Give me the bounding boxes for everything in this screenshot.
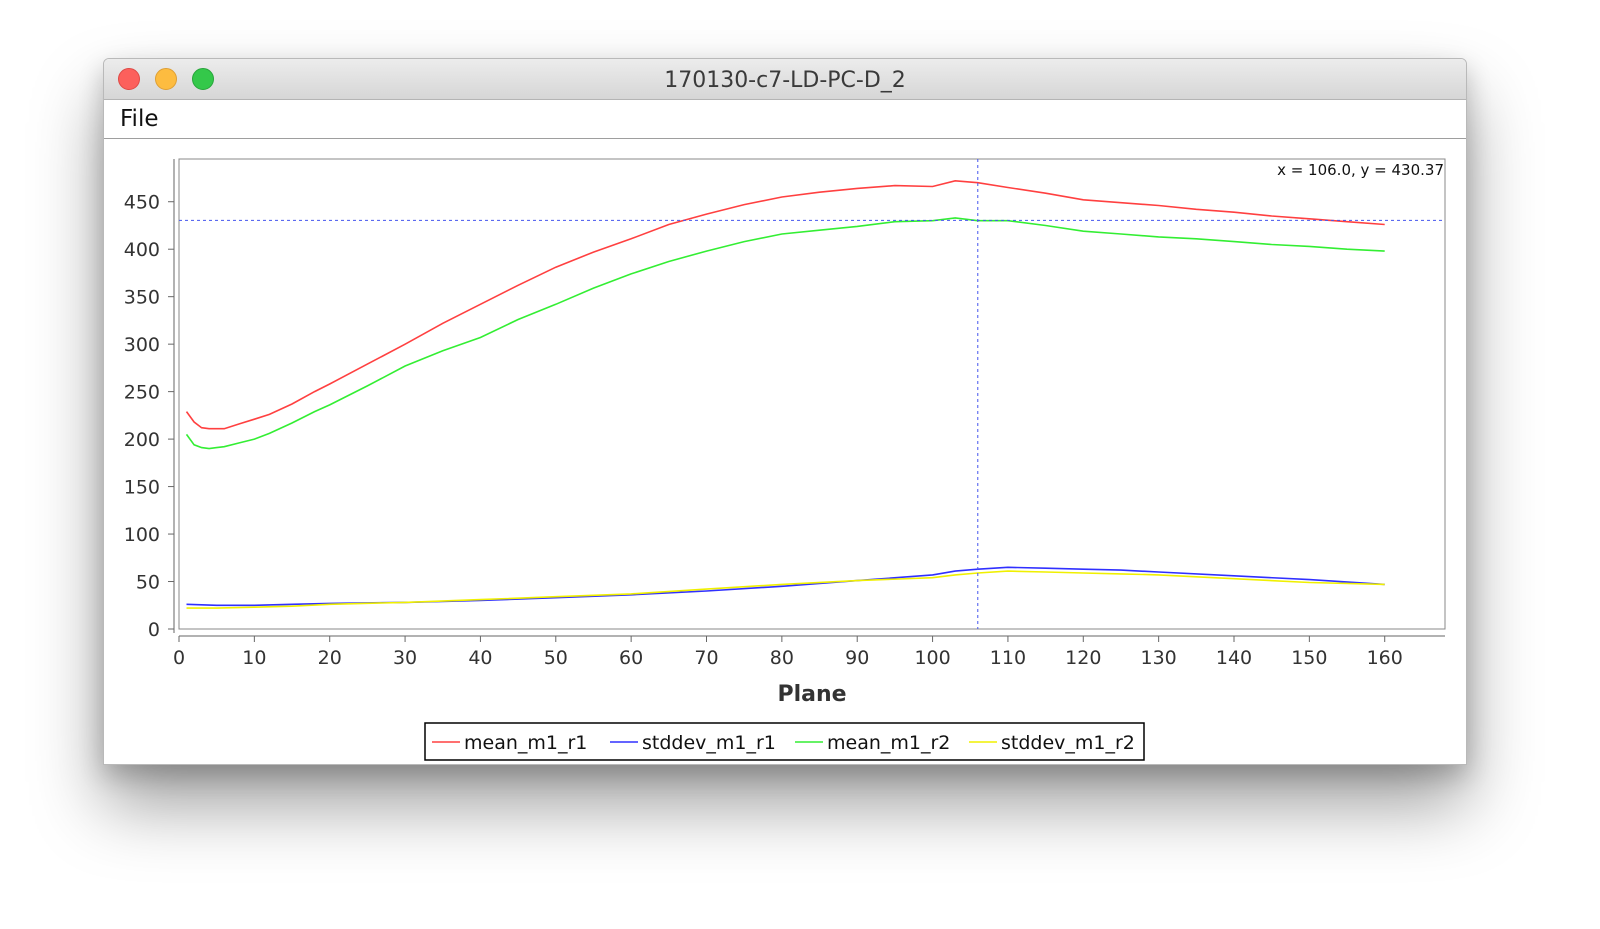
line-chart[interactable]: 0 50 100 150 200 250 300 350 400 450 0 10 20 30 40 50 6… [104,59,1466,764]
x-tick-label: 80 [770,647,794,669]
title-bar[interactable]: 170130-c7-LD-PC-D_2 [104,59,1466,100]
x-tick-label: 120 [1065,647,1101,669]
x-tick-label: 160 [1367,647,1403,669]
y-tick-label: 350 [124,287,160,309]
y-tick-label: 300 [124,334,160,356]
x-tick-label: 130 [1141,647,1177,669]
legend-box [424,722,1145,761]
series-lines [185,179,1385,609]
chart-window: 170130-c7-LD-PC-D_2 File 0 50 100 150 200 250… [103,58,1467,765]
series-line-mean_m1_r2 [185,217,1385,450]
x-axis-ticks: 0 10 20 30 40 50 60 70 80 90 100 110 120 130 140 150 160 [173,636,1403,669]
series-line-mean_m1_r1 [185,179,1385,430]
y-tick-label: 200 [124,429,160,451]
x-tick-label: 50 [544,647,568,669]
window-title: 170130-c7-LD-PC-D_2 [664,68,906,93]
y-tick-label: 250 [124,382,160,404]
close-window-button[interactable] [118,68,140,90]
legend-item-label: stddev_m1_r2 [1001,732,1135,754]
legend-item-label: stddev_m1_r1 [642,732,776,754]
x-tick-label: 20 [318,647,342,669]
x-tick-label: 100 [914,647,950,669]
minimize-window-button[interactable] [155,68,177,90]
y-tick-label: 150 [124,477,160,499]
legend-item-label: mean_m1_r1 [464,732,587,754]
x-tick-label: 30 [393,647,417,669]
plot-area[interactable] [178,158,1446,630]
x-tick-label: 60 [619,647,643,669]
series-line-stddev_m1_r1 [186,566,1385,607]
legend-item-label: mean_m1_r2 [827,732,950,754]
x-tick-label: 140 [1216,647,1252,669]
x-axis-label: Plane [777,682,846,707]
chart-legend: mean_m1_r1 stddev_m1_r1 mean_m1_r2 stddev_m… [424,722,1145,761]
x-tick-label: 70 [694,647,718,669]
y-tick-label: 50 [136,572,160,594]
y-tick-label: 0 [148,619,160,641]
menu-bar: File [104,100,1466,139]
menu-file[interactable]: File [120,106,159,132]
x-tick-label: 10 [242,647,266,669]
series-line-stddev_m1_r2 [186,570,1385,609]
x-tick-label: 90 [845,647,869,669]
x-tick-label: 40 [468,647,492,669]
x-tick-label: 0 [173,647,185,669]
x-tick-label: 110 [990,647,1026,669]
y-tick-label: 400 [124,239,160,261]
x-tick-label: 150 [1291,647,1327,669]
y-tick-label: 450 [124,192,160,214]
zoom-window-button[interactable] [192,68,214,90]
y-tick-label: 100 [124,524,160,546]
y-axis-ticks: 0 50 100 150 200 250 300 350 400 450 [124,192,174,641]
crosshair-readout: x = 106.0, y = 430.37 [1277,161,1444,179]
